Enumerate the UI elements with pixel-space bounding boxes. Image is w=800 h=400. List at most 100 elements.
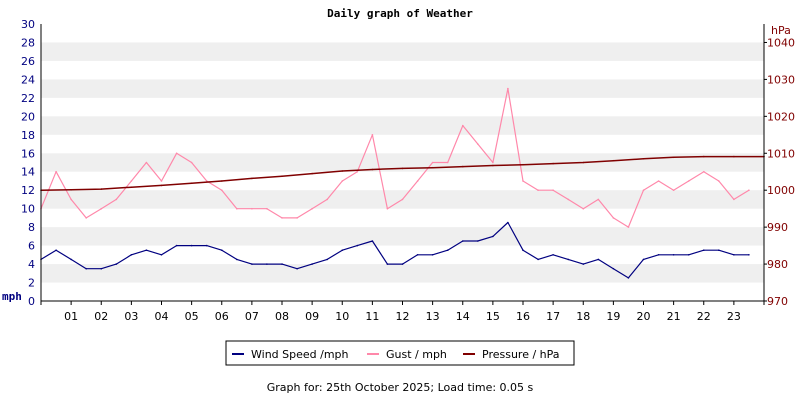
pressure-point: [401, 167, 404, 170]
gust-point: [145, 161, 148, 164]
grid-band: [41, 116, 764, 135]
wind-speed-point: [703, 249, 705, 251]
x-tick-label: 22: [697, 310, 711, 323]
legend-box: [225, 340, 575, 366]
legend-label-pressure: Pressure / hPa: [482, 348, 560, 361]
wind-speed-point: [371, 240, 374, 242]
wind-speed-point: [582, 263, 585, 265]
pressure-point: [462, 165, 464, 168]
grid-band: [41, 79, 764, 98]
wind-speed-point: [537, 258, 539, 261]
wind-speed-point: [130, 254, 133, 256]
x-axis-ticks: 01 02 03 04 05 06 07 08 09 10 11 12 13 14 15 16 17 18 19 20…: [40, 301, 765, 323]
wind-speed-point: [567, 258, 569, 261]
wind-speed-point: [748, 254, 750, 256]
wind-speed-point: [718, 249, 720, 251]
wind-speed-point: [145, 249, 148, 251]
gust-point: [703, 170, 705, 173]
pressure-point: [522, 163, 524, 166]
gust-point: [718, 180, 720, 182]
gust-line: [40, 87, 750, 228]
wind-speed-point: [296, 267, 298, 270]
x-tick-label: 10: [335, 310, 349, 323]
wind-speed-point: [401, 263, 404, 265]
left-tick-label: 14: [21, 166, 35, 179]
right-axis-ticks: 970 980 990 1000 1010 1020 1030 1040: [764, 36, 795, 308]
gust-point: [160, 180, 163, 182]
x-tick-label: 20: [637, 310, 651, 323]
pressure-point: [612, 159, 615, 162]
pressure-point: [733, 155, 735, 158]
gust-point: [175, 152, 178, 155]
gust-point: [55, 170, 57, 173]
gust-point: [522, 180, 524, 182]
wind-speed-point: [356, 244, 359, 247]
wind-speed-point: [492, 235, 494, 238]
left-tick-label: 2: [28, 277, 35, 290]
gust-point: [612, 217, 615, 219]
wind-speed-point: [100, 267, 103, 270]
x-tick-label: 04: [155, 310, 169, 323]
gust-point: [672, 189, 675, 191]
grid-band: [41, 42, 764, 61]
gust-point: [85, 217, 87, 219]
wind-speed-point: [326, 258, 329, 261]
right-tick-label: 980: [767, 258, 788, 271]
pressure-point: [431, 166, 434, 169]
wind-speed-point: [416, 254, 419, 256]
gust-point: [567, 198, 569, 201]
wind-speed-point: [341, 249, 344, 251]
x-tick-label: 17: [546, 310, 560, 323]
gust-point: [281, 217, 283, 219]
left-tick-label: 16: [21, 147, 35, 160]
wind-speed-point: [205, 244, 208, 247]
x-tick-label: 02: [94, 310, 108, 323]
gust-point: [401, 198, 404, 201]
x-tick-label: 08: [275, 310, 289, 323]
gust-point: [190, 161, 193, 164]
gust-point: [341, 180, 344, 182]
pressure-point: [160, 184, 163, 187]
pressure-point: [70, 189, 72, 191]
wind-speed-point: [85, 267, 87, 270]
x-tick-label: 15: [486, 310, 500, 323]
legend: Wind Speed /mph Gust / mph Pressure / hP…: [225, 340, 575, 366]
gust-point: [492, 161, 494, 164]
x-tick-label: 13: [426, 310, 440, 323]
gust-point: [326, 198, 329, 201]
pressure-point: [492, 164, 494, 167]
wind-speed-point: [642, 258, 645, 261]
gust-point: [537, 189, 539, 191]
wind-speed-point: [446, 249, 449, 251]
x-tick-label: 21: [667, 310, 681, 323]
gust-point: [115, 198, 118, 201]
legend-label-gust: Gust / mph: [386, 348, 447, 361]
gust-series-layer: [40, 87, 750, 228]
pressure-point: [642, 158, 645, 160]
right-tick-label: 1040: [767, 36, 795, 49]
grid-bands: [41, 24, 764, 301]
x-tick-label: 19: [606, 310, 620, 323]
right-tick-label: 1000: [767, 184, 795, 197]
x-tick-label: 11: [365, 310, 379, 323]
gust-point: [462, 124, 464, 127]
left-tick-label: 24: [21, 73, 35, 86]
right-tick-label: 1020: [767, 110, 795, 123]
pressure-point: [130, 186, 133, 188]
x-tick-label: 05: [185, 310, 199, 323]
pressure-point: [703, 155, 705, 158]
wind-speed-point: [221, 249, 223, 251]
wind-speed-point: [507, 221, 509, 224]
gust-point: [236, 207, 238, 210]
gust-point: [130, 180, 133, 182]
wind-speed-point: [236, 258, 238, 261]
pressure-point: [281, 175, 283, 177]
grid-band: [41, 227, 764, 246]
gust-point: [70, 198, 72, 201]
left-tick-label: 28: [21, 36, 35, 49]
gust-point: [311, 207, 313, 210]
wind-speed-point: [627, 277, 630, 279]
gust-point: [597, 198, 600, 201]
x-tick-label: 07: [245, 310, 259, 323]
